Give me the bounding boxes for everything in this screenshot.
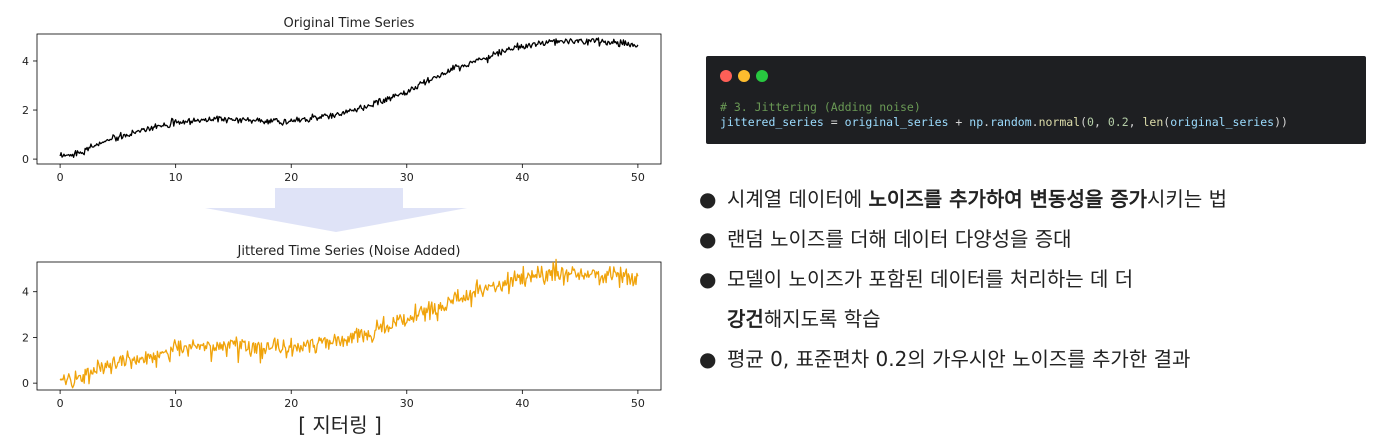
- bullet-marker: ●: [699, 347, 717, 371]
- code-dot1: .: [983, 115, 991, 129]
- plot-frame: [36, 261, 662, 391]
- chart-title: Jittered Time Series (Noise Added): [237, 244, 461, 259]
- x-tick-label: 0: [57, 171, 64, 184]
- code-eq: =: [823, 115, 845, 129]
- series-line: [59, 258, 639, 389]
- bullet-item-3-continued: 강건해지도록 학습: [695, 302, 1227, 342]
- code-close: )): [1274, 115, 1288, 129]
- code-attr: random: [990, 115, 1032, 129]
- jittered-series-chart: Jittered Time Series (Noise Added) 0 10 20 3…: [0, 238, 670, 414]
- bullet-4-text: 평균 0, 표준편차 0.2의 가우시안 노이즈를 추가한 결과: [727, 347, 1191, 371]
- bullet-1-pre: 시계열 데이터에: [727, 187, 869, 211]
- bullet-item-1: ● 시계열 데이터에 노이즈를 추가하여 변동성을 증가시키는 법: [695, 182, 1227, 222]
- code-n1: 0.2: [1107, 115, 1129, 129]
- bullet-marker: ●: [699, 267, 717, 291]
- bullet-item-2: ● 랜덤 노이즈를 더해 데이터 다양성을 증대: [695, 222, 1227, 262]
- code-var: jittered_series: [720, 115, 824, 129]
- plot-frame: [36, 33, 662, 165]
- x-tick-label: 10: [169, 171, 183, 184]
- y-tick-label: 2: [22, 104, 29, 117]
- bullet-list: ● 시계열 데이터에 노이즈를 추가하여 변동성을 증가시키는 법 ● 랜덤 노이즈…: [695, 182, 1227, 382]
- bullet-1-bold: 노이즈를 추가하여 변동성을 증가: [868, 187, 1148, 211]
- bullet-marker: ●: [699, 187, 717, 211]
- minimize-dot-icon: [738, 70, 750, 82]
- code-sep1: ,: [1093, 115, 1108, 129]
- figure-caption: [ 지터링 ]: [298, 413, 382, 437]
- y-tick-label: 2: [22, 331, 29, 344]
- x-tick-label: 20: [284, 171, 298, 184]
- code-n0: 0: [1087, 115, 1094, 129]
- x-tick-label: 20: [284, 397, 298, 410]
- code-fn: normal: [1038, 115, 1081, 129]
- window-controls: [720, 70, 768, 82]
- code-arg2: original_series: [1170, 115, 1275, 129]
- x-tick-label: 10: [169, 397, 183, 410]
- y-tick-label: 4: [22, 55, 29, 68]
- x-tick-label: 50: [631, 171, 645, 184]
- bullet-item-4: ● 평균 0, 표준편차 0.2의 가우시안 노이즈를 추가한 결과: [695, 342, 1227, 382]
- original-series-svg: Original Time Series 0 10 20 30 40 50 0 2 4: [22, 16, 662, 184]
- y-tick-label: 0: [22, 377, 29, 390]
- maximize-dot-icon: [756, 70, 768, 82]
- bullet-2-text: 랜덤 노이즈를 더해 데이터 다양성을 증대: [727, 227, 1072, 251]
- y-tick-label: 0: [22, 153, 29, 166]
- series-line: [59, 37, 639, 158]
- x-tick-label: 0: [57, 397, 64, 410]
- code-plus: +: [948, 115, 970, 129]
- code-dot2: .: [1031, 115, 1039, 129]
- close-dot-icon: [720, 70, 732, 82]
- x-tick-label: 40: [515, 171, 529, 184]
- code-fn2: len: [1142, 115, 1164, 129]
- code-open: (: [1080, 115, 1088, 129]
- original-series-chart: Original Time Series 0 10 20 30 40 50 0 2 4: [0, 0, 670, 194]
- chart-title: Original Time Series: [284, 16, 415, 31]
- bullet-item-3: ● 모델이 노이즈가 포함된 데이터를 처리하는 데 더: [695, 262, 1227, 302]
- code-open2: (: [1163, 115, 1171, 129]
- code-comment: # 3. Jittering (Adding noise): [720, 100, 921, 114]
- bullet-1-post: 시키는 법: [1147, 187, 1227, 211]
- x-tick-label: 30: [400, 171, 414, 184]
- down-arrow-icon: [205, 188, 467, 232]
- code-arg1: original_series: [844, 115, 949, 129]
- jittered-series-svg: Jittered Time Series (Noise Added)0 10 20 3…: [22, 244, 662, 410]
- x-tick-label: 50: [631, 397, 645, 410]
- bullet-3-line1: 모델이 노이즈가 포함된 데이터를 처리하는 데 더: [727, 267, 1134, 291]
- x-tick-label: 30: [400, 397, 414, 410]
- code-window: # 3. Jittering (Adding noise) jittered_s…: [706, 56, 1366, 144]
- y-tick-label: 4: [22, 286, 29, 299]
- code-sep2: ,: [1128, 115, 1143, 129]
- bullet-marker: ●: [699, 227, 717, 251]
- code-module: np: [969, 115, 984, 129]
- bullet-3-bold: 강건: [727, 307, 764, 331]
- bullet-3-post: 해지도록 학습: [763, 307, 881, 331]
- x-tick-label: 40: [515, 397, 529, 410]
- code-block: # 3. Jittering (Adding noise) jittered_s…: [720, 100, 1288, 130]
